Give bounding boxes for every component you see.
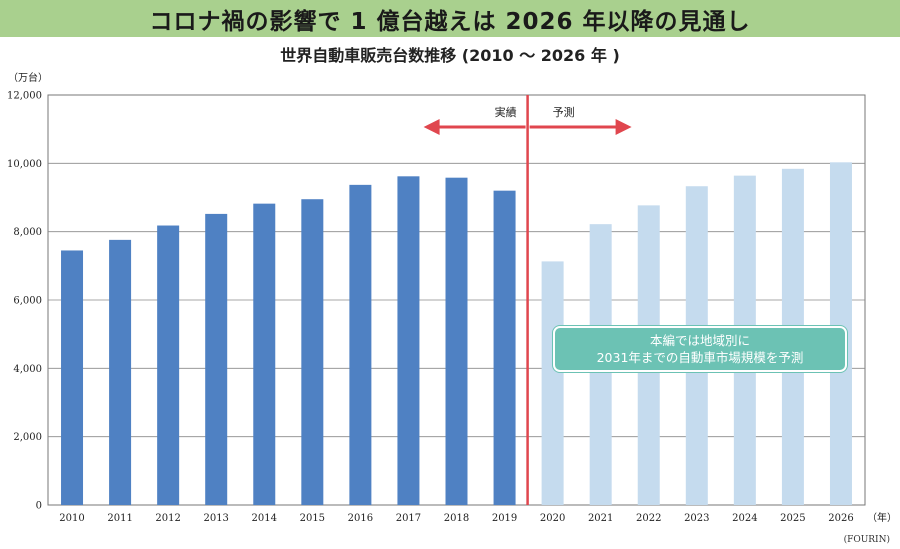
- bar: [205, 213, 228, 505]
- x-tick-label: 2023: [684, 513, 709, 524]
- forecast-arrowhead: [615, 119, 632, 135]
- x-tick-label: 2013: [203, 513, 228, 524]
- bar: [61, 250, 84, 505]
- x-tick-label: 2018: [444, 513, 469, 524]
- chart-title: 世界自動車販売台数推移 (2010 ～ 2026 年 ): [280, 46, 620, 65]
- x-tick-label: 2025: [780, 513, 805, 524]
- y-tick-label: 12,000: [7, 91, 42, 102]
- bar: [397, 176, 420, 506]
- actual-label: 実績: [495, 105, 517, 119]
- bar: [541, 261, 564, 505]
- x-tick-label: 2024: [732, 513, 757, 524]
- x-tick-label: 2011: [107, 513, 132, 524]
- x-tick-label: 2014: [252, 513, 277, 524]
- bar: [445, 177, 468, 505]
- annotation-line-1: 本編では地域別に: [649, 333, 750, 348]
- y-tick-label: 0: [36, 501, 42, 512]
- bar: [157, 225, 180, 505]
- x-tick-label: 2020: [540, 513, 565, 524]
- annotation-box: 本編では地域別に 2031年までの自動車市場規模を予測: [553, 326, 847, 372]
- x-tick-label: 2015: [300, 513, 325, 524]
- annotation-line-2: 2031年までの自動車市場規模を予測: [596, 350, 804, 365]
- x-axis-label: （年）: [867, 511, 897, 524]
- source-label: (FOURIN): [843, 535, 890, 545]
- bar: [493, 190, 516, 505]
- x-tick-label: 2026: [828, 513, 853, 524]
- bar: [253, 203, 276, 505]
- y-tick-label: 8,000: [13, 227, 42, 238]
- x-tick-label: 2022: [636, 513, 661, 524]
- x-tick-label: 2019: [492, 513, 517, 524]
- page-title: コロナ禍の影響で 1 億台越えは 2026 年以降の見通し: [149, 8, 751, 35]
- actual-arrowhead: [423, 119, 440, 135]
- x-tick-label: 2012: [155, 513, 180, 524]
- forecast-label: 予測: [553, 105, 575, 119]
- y-tick-label: 4,000: [13, 364, 42, 375]
- y-axis-label: （万台）: [8, 71, 48, 84]
- x-tick-label: 2021: [588, 513, 613, 524]
- y-tick-label: 2,000: [13, 432, 42, 443]
- header-banner: コロナ禍の影響で 1 億台越えは 2026 年以降の見通し: [0, 0, 900, 37]
- x-tick-label: 2017: [396, 513, 421, 524]
- bar: [349, 184, 372, 505]
- x-tick-label: 2010: [59, 513, 84, 524]
- x-tick-label: 2016: [348, 513, 373, 524]
- bar: [301, 199, 324, 506]
- bar: [109, 239, 132, 505]
- y-tick-label: 6,000: [13, 296, 42, 307]
- y-tick-label: 10,000: [7, 159, 42, 170]
